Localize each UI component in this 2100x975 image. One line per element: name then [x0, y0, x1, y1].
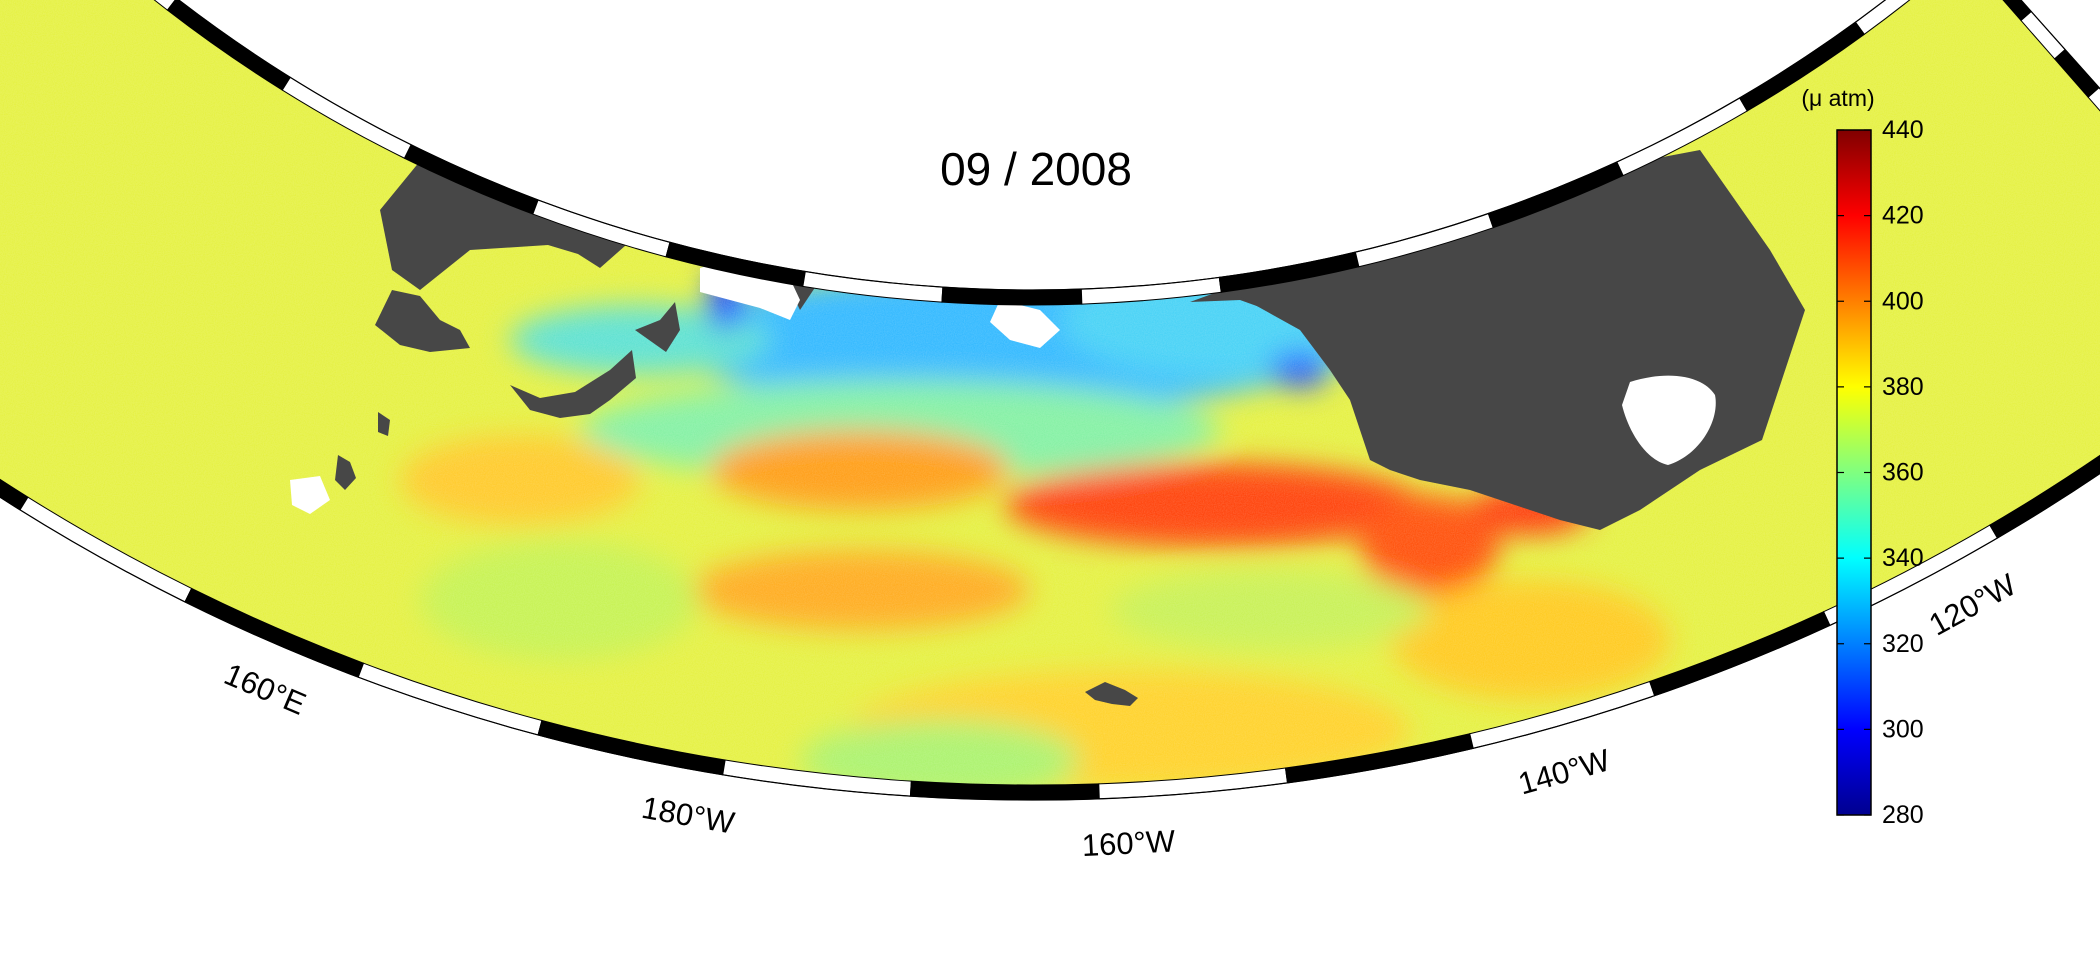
map-title: 09 / 2008 [940, 143, 1132, 195]
colorbar-tick-label: 320 [1882, 630, 1924, 658]
colorbar-tick-label: 280 [1882, 801, 1924, 829]
colorbar-tick-label: 300 [1882, 715, 1924, 743]
lon-label: 120°W [1923, 567, 2022, 643]
frame-segment [2002, 0, 2032, 22]
map-sector [0, 0, 2100, 800]
no-data-areas [290, 255, 1716, 514]
no-data-area [990, 300, 1060, 348]
land-japan [510, 350, 636, 418]
lon-label: 160°E [219, 656, 311, 721]
land-sakhalin-honshu [635, 302, 680, 352]
land-philippines [335, 455, 356, 490]
land-china-coast [375, 290, 470, 352]
frame-outline [0, 0, 2100, 801]
colorbar-tick-label: 340 [1882, 544, 1924, 572]
lon-label: 180°W [639, 790, 738, 841]
colorbar-tick-label: 440 [1882, 116, 1924, 144]
colorbar-tick-label: 420 [1882, 202, 1924, 230]
colorbar-ticks: 280 300 320 340 360 380 400 420 440 [1837, 116, 1924, 829]
colorbar-tick-label: 400 [1882, 287, 1924, 315]
land-taiwan [378, 412, 390, 436]
colorbar: (μ atm) 280 300 320 340 360 380 400 420 440 [1801, 85, 1923, 829]
colorbar-tick-label: 380 [1882, 373, 1924, 401]
land-hawaii [1085, 682, 1138, 706]
lon-label: 160°W [1081, 823, 1177, 863]
no-data-area [1622, 375, 1716, 465]
lon-label: 140°W [1514, 742, 1614, 801]
colorbar-unit-label: (μ atm) [1801, 85, 1874, 111]
no-data-area [290, 476, 330, 514]
colorbar-tick-label: 360 [1882, 459, 1924, 487]
field-texture [0, 0, 2100, 800]
frame-segment [153, 0, 176, 11]
